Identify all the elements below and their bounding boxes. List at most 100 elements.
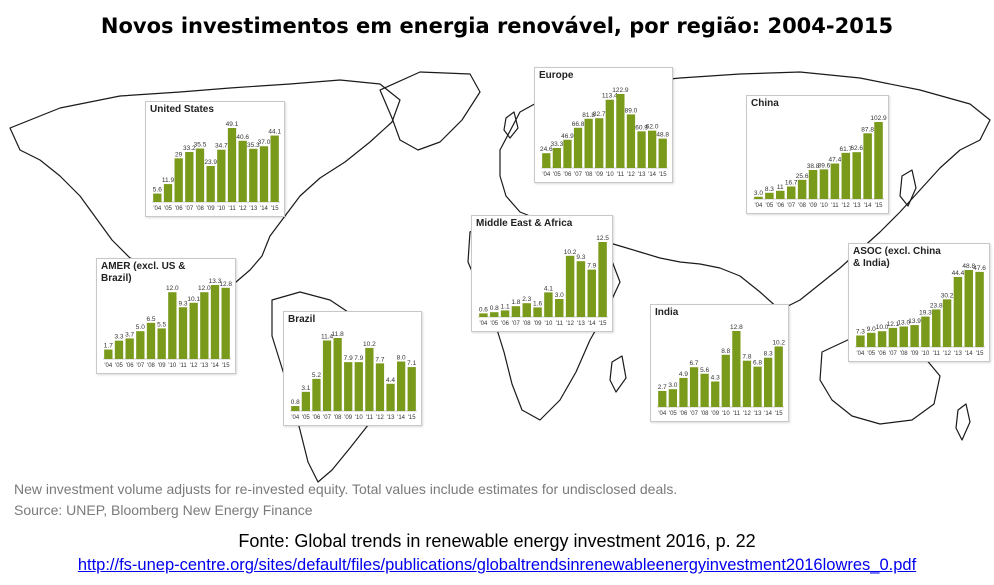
tick-label-europe-4: '08 — [585, 172, 593, 178]
tick-label-us-3: '07 — [185, 206, 193, 212]
bar-europe-0 — [542, 153, 551, 168]
bar-mea-9 — [576, 261, 586, 317]
tick-label-europe-3: '07 — [574, 172, 582, 178]
data-label-brazil-1: 3.1 — [301, 385, 310, 392]
tick-label-us-7: '11 — [228, 206, 236, 212]
data-label-amer-10: 13.3 — [209, 278, 222, 285]
data-label-us-11: 44.1 — [268, 129, 281, 136]
bar-brazil-9 — [386, 383, 395, 411]
tick-label-us-8: '12 — [239, 206, 247, 212]
panel-us: United States 5.6 '04 11.9 '05 29 '06 33.2 '07 3… — [145, 101, 285, 217]
panel-title: United States — [150, 104, 214, 115]
bar-mea-8 — [565, 255, 575, 317]
tick-label-brazil-11: '15 — [408, 415, 416, 421]
data-label-china-4: 25.6 — [796, 173, 809, 180]
tick-label-asoc-6: '10 — [922, 351, 930, 357]
data-label-china-0: 3.0 — [754, 190, 763, 197]
panel-mea: Middle East & Africa 0.6 '04 0.8 '05 1.1 '06 1… — [471, 215, 613, 332]
tick-label-asoc-9: '13 — [954, 351, 962, 357]
tick-label-amer-5: '09 — [158, 363, 166, 369]
data-label-europe-9: 60.9 — [635, 124, 648, 131]
data-label-amer-9: 12.0 — [198, 285, 211, 292]
data-label-europe-11: 48.8 — [656, 132, 669, 139]
bar-mea-3 — [511, 306, 521, 317]
bar-asoc-10 — [964, 270, 973, 347]
bar-amer-6 — [168, 292, 177, 359]
bar-brazil-8 — [375, 363, 385, 411]
tick-label-amer-3: '07 — [136, 363, 144, 369]
tick-label-europe-1: '05 — [553, 172, 561, 178]
tick-label-us-5: '09 — [207, 206, 215, 212]
bar-asoc-11 — [975, 271, 984, 347]
tick-label-europe-11: '15 — [659, 172, 667, 178]
tick-label-china-10: '14 — [864, 203, 872, 209]
tick-label-brazil-6: '10 — [355, 415, 363, 421]
bar-chart-europe: 24.6 '04 33.3 '05 46.9 '06 66.8 '07 81.8 '08 82.7 '… — [540, 87, 669, 178]
bar-mea-5 — [533, 307, 542, 317]
bar-europe-4 — [584, 118, 593, 168]
data-label-mea-8: 10.2 — [564, 249, 577, 256]
bar-europe-7 — [616, 94, 625, 168]
tick-label-mea-2: '06 — [501, 321, 509, 327]
data-label-us-1: 11.9 — [162, 177, 175, 184]
panel-asoc: ASOC (excl. China & India) 7.3 '04 9.0 '05 1… — [848, 243, 990, 362]
tick-label-india-6: '10 — [722, 411, 730, 417]
tick-label-amer-8: '12 — [190, 363, 198, 369]
bar-amer-0 — [104, 349, 113, 359]
bar-india-3 — [689, 367, 699, 407]
bar-mea-1 — [490, 312, 499, 317]
data-label-china-1: 8.3 — [765, 186, 774, 193]
bar-brazil-0 — [291, 406, 300, 411]
bar-asoc-7 — [932, 309, 941, 347]
tick-label-asoc-5: '09 — [911, 351, 919, 357]
data-label-us-9: 35.3 — [247, 142, 260, 149]
data-label-mea-9: 9.3 — [576, 254, 585, 261]
source-link[interactable]: http://fs-unep-centre.org/sites/default/… — [77, 556, 917, 574]
tick-label-china-0: '04 — [755, 203, 763, 209]
tick-label-brazil-0: '04 — [291, 415, 299, 421]
tick-label-europe-7: '11 — [617, 172, 625, 178]
bar-india-6 — [721, 354, 730, 407]
bar-us-4 — [195, 148, 205, 202]
data-label-asoc-0: 7.3 — [856, 328, 865, 335]
tick-label-china-8: '12 — [842, 203, 850, 209]
tick-label-europe-0: '04 — [542, 172, 550, 178]
data-label-europe-1: 33.3 — [551, 141, 564, 148]
bar-china-8 — [841, 152, 851, 199]
bar-chart-india: 2.7 '04 3.0 '05 4.9 '06 6.7 '07 5.6 '08 4.3 '09 8.8 '… — [657, 324, 785, 417]
tick-label-india-5: '09 — [711, 411, 719, 417]
tick-label-india-7: '11 — [733, 411, 741, 417]
bar-china-9 — [852, 152, 861, 199]
tick-label-brazil-3: '07 — [323, 415, 331, 421]
tick-label-us-11: '15 — [271, 206, 279, 212]
bar-brazil-7 — [365, 347, 374, 411]
tick-label-amer-9: '13 — [200, 363, 208, 369]
bar-us-1 — [163, 184, 173, 202]
bar-china-1 — [765, 192, 774, 199]
data-label-europe-0: 24.6 — [540, 146, 553, 153]
data-label-amer-6: 12.0 — [166, 285, 179, 292]
tick-label-asoc-0: '04 — [857, 351, 865, 357]
data-label-asoc-6: 19.3 — [919, 310, 932, 317]
citation: Fonte: Global trends in renewable energy… — [238, 531, 756, 551]
data-label-europe-8: 89.0 — [625, 107, 638, 114]
data-label-europe-3: 66.8 — [572, 121, 585, 128]
bar-mea-10 — [587, 269, 596, 317]
data-label-india-9: 6.8 — [753, 360, 762, 367]
tick-label-mea-11: '15 — [599, 321, 607, 327]
tick-label-us-9: '13 — [249, 206, 257, 212]
bar-india-4 — [700, 373, 709, 407]
bar-asoc-8 — [942, 299, 952, 347]
data-label-brazil-8: 7.7 — [375, 356, 384, 363]
bar-asoc-2 — [877, 331, 887, 347]
data-label-china-7: 47.4 — [829, 157, 842, 164]
bar-brazil-4 — [333, 338, 342, 411]
bar-us-7 — [227, 128, 237, 202]
bar-china-0 — [754, 196, 763, 199]
data-label-us-5: 23.9 — [204, 159, 217, 166]
data-label-us-4: 35.5 — [194, 142, 207, 149]
panel-title: India — [655, 307, 679, 318]
source-note: Source: UNEP, Bloomberg New Energy Finan… — [14, 502, 313, 518]
bar-europe-6 — [605, 99, 614, 168]
bar-asoc-6 — [921, 316, 930, 347]
